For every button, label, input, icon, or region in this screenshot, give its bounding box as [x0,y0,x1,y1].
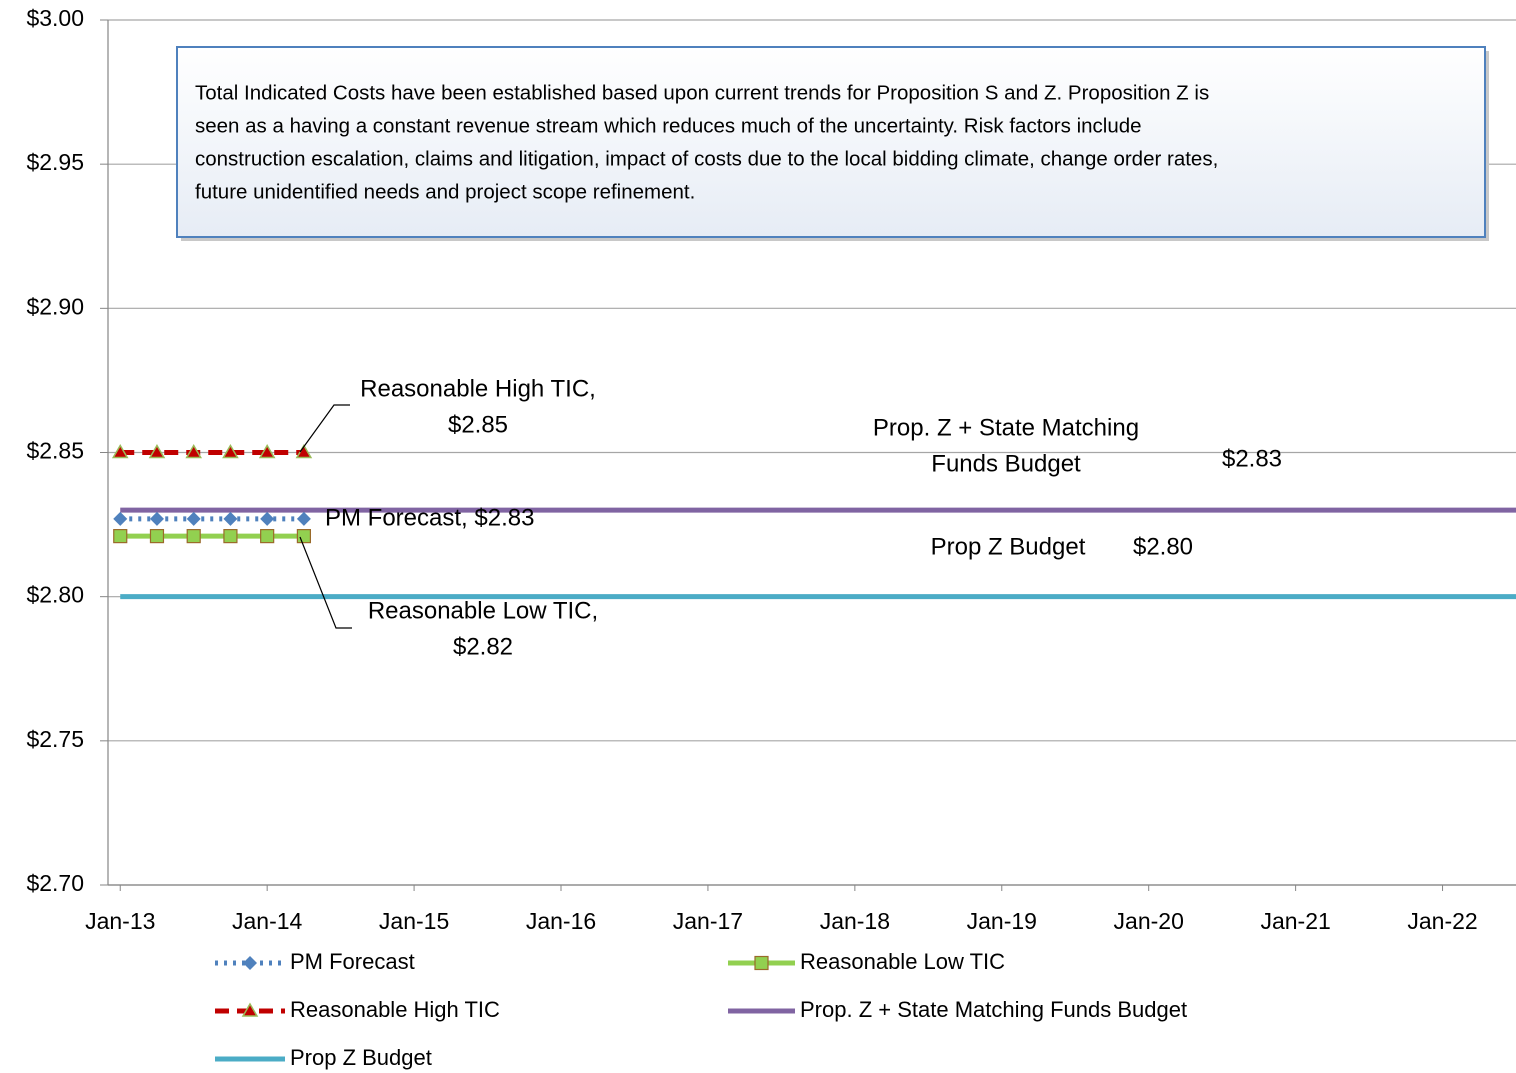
marker [223,511,238,526]
legend-label: Reasonable Low TIC [800,949,1005,974]
annotation: Reasonable Low TIC, [368,597,598,624]
annotation: $2.80 [1133,533,1193,560]
marker [258,444,276,459]
marker [149,511,164,526]
y-tick-label: $2.70 [26,870,84,896]
marker [222,444,239,459]
x-tick-label: Jan-18 [820,908,890,934]
annotation: Reasonable High TIC, [360,375,596,402]
y-tick-label: $2.85 [26,438,84,464]
marker [113,511,128,526]
y-tick-label: $2.90 [26,293,84,319]
y-tick-label: $2.75 [26,726,84,752]
marker [186,529,201,544]
marker [148,444,166,459]
legend-marker [754,955,769,971]
y-tick-label: $2.95 [26,149,84,175]
x-tick-label: Jan-15 [379,908,449,934]
x-tick-label: Jan-21 [1260,908,1330,934]
marker [111,444,129,459]
marker [223,529,238,544]
annotation: PM Forecast, $2.83 [325,504,534,531]
note-line: future unidentified needs and project sc… [195,180,695,203]
marker [186,511,201,526]
x-tick-label: Jan-17 [673,908,743,934]
legend-marker [241,1002,259,1017]
x-tick-label: Jan-16 [526,908,596,934]
marker [260,511,275,526]
marker [296,511,311,526]
leader-line [299,404,350,453]
y-tick-label: $2.80 [26,582,84,608]
annotation: $2.83 [1222,445,1282,472]
note-frame [176,46,1486,238]
legend-label: PM Forecast [290,949,415,974]
legend-label: Prop. Z + State Matching Funds Budget [800,997,1187,1022]
x-tick-label: Jan-22 [1407,908,1477,934]
legend-label: Prop Z Budget [290,1045,432,1070]
leader-line [299,536,352,629]
x-tick-label: Jan-19 [967,908,1037,934]
annotation: Prop Z Budget [931,533,1086,560]
y-tick-label: $3.00 [26,5,84,31]
marker [185,444,203,459]
note-line: Total Indicated Costs have been establis… [195,81,1209,104]
x-tick-label: Jan-13 [85,908,155,934]
marker [260,529,275,544]
marker [113,529,128,544]
note-line: construction escalation, claims and liti… [195,147,1218,170]
note-box: Total Indicated Costs have been establis… [176,46,1489,241]
x-tick-label: Jan-14 [232,908,303,934]
legend-marker [243,956,257,970]
x-tick-label: Jan-20 [1114,908,1184,934]
annotation: $2.85 [448,411,508,438]
annotation: $2.82 [453,633,513,660]
legend-label: Reasonable High TIC [290,997,500,1022]
annotation: Funds Budget [931,450,1081,477]
marker [296,529,311,544]
marker [149,529,165,544]
annotation: Prop. Z + State Matching [873,414,1139,441]
note-line: seen as a having a constant revenue stre… [195,114,1142,137]
